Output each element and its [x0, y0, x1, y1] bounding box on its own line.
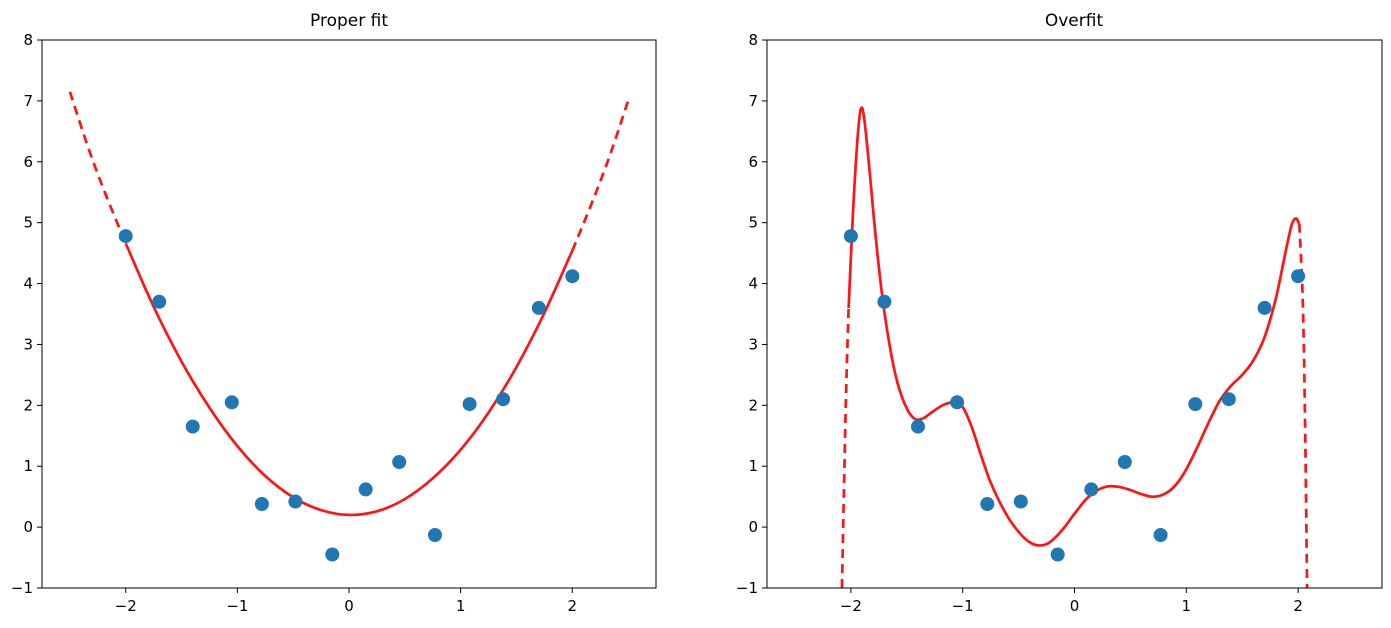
data-point: [1153, 528, 1168, 542]
y-tick-label: 1: [748, 457, 758, 475]
data-point: [1257, 300, 1272, 315]
y-tick-label: 0: [23, 518, 33, 536]
chart-title-overfit: Overfit: [1045, 11, 1104, 31]
fit-curve-solid: [124, 242, 574, 517]
y-tick-label: 3: [748, 335, 758, 353]
data-point: [496, 392, 511, 407]
fit-curve-solid: [847, 106, 1301, 547]
x-tick-label: 2: [567, 597, 577, 615]
y-tick-label: 2: [748, 396, 758, 414]
y-tick-label: 1: [23, 457, 33, 475]
y-tick-label: 8: [23, 31, 33, 49]
data-point: [565, 269, 580, 284]
y-tick-label: 0: [748, 518, 758, 536]
x-tick-label: 1: [456, 597, 466, 615]
y-tick-label: 6: [748, 153, 758, 171]
data-point: [288, 494, 303, 509]
x-tick-label: −1: [226, 597, 248, 615]
y-tick-label: 4: [748, 275, 758, 293]
data-point: [392, 455, 407, 469]
y-tick-label: 3: [23, 335, 33, 353]
data-point: [428, 528, 442, 542]
y-tick-label: 7: [23, 92, 33, 110]
data-point: [462, 397, 477, 412]
overfit-chart: Overfit −2 −1 0 1 2 −1 0 1 2 3 4 5 6 7 8: [695, 0, 1391, 628]
y-tick-label: 6: [23, 153, 33, 171]
fit-curve-dashed: [68, 91, 127, 244]
y-tick-label: 5: [23, 214, 33, 232]
y-tick-label: 2: [23, 396, 33, 414]
fit-curve-dashed: [840, 307, 850, 588]
data-point: [531, 300, 546, 315]
data-point: [1050, 547, 1065, 562]
x-tick-label: 2: [1293, 597, 1303, 615]
x-tick-label: 0: [344, 597, 354, 615]
axes-frame: [41, 39, 657, 589]
y-tick-label: −1: [11, 579, 33, 597]
y-tick-label: 4: [23, 275, 33, 293]
x-tick-label: −2: [115, 597, 137, 615]
fit-curve-dashed: [571, 100, 630, 252]
data-point: [1291, 269, 1306, 284]
x-tick-label: −1: [952, 597, 974, 615]
data-point: [1221, 392, 1236, 407]
y-tick-label: 7: [748, 92, 758, 110]
data-point: [1117, 455, 1132, 469]
data-point: [224, 395, 239, 410]
data-point: [152, 294, 167, 309]
y-tick-label: −1: [736, 579, 758, 597]
data-point: [950, 395, 965, 410]
proper-fit-chart: Proper fit −2 −1 0 1 2 −1 0 1 2 3 4 5 6 7 8: [0, 0, 695, 628]
x-tick-label: 0: [1070, 597, 1080, 615]
data-point: [980, 497, 995, 511]
data-point: [877, 294, 892, 309]
x-tick-label: −2: [840, 597, 862, 615]
data-point: [185, 419, 200, 434]
data-point: [358, 482, 373, 497]
subplot-proper-fit: Proper fit −2 −1 0 1 2 −1 0 1 2 3 4 5 6 7 8: [0, 0, 695, 628]
chart-title-proper-fit: Proper fit: [310, 11, 388, 31]
y-tick-label: 5: [748, 214, 758, 232]
subplot-overfit: Overfit −2 −1 0 1 2 −1 0 1 2 3 4 5 6 7 8: [695, 0, 1391, 628]
data-point: [1188, 397, 1203, 412]
data-point: [1013, 494, 1028, 509]
data-point: [254, 497, 269, 511]
y-tick-label: 8: [748, 31, 758, 49]
data-point: [843, 229, 858, 244]
data-point: [118, 229, 133, 244]
x-tick-label: 1: [1182, 597, 1192, 615]
data-point: [1084, 482, 1099, 497]
data-point: [911, 419, 925, 434]
data-point: [325, 547, 340, 562]
